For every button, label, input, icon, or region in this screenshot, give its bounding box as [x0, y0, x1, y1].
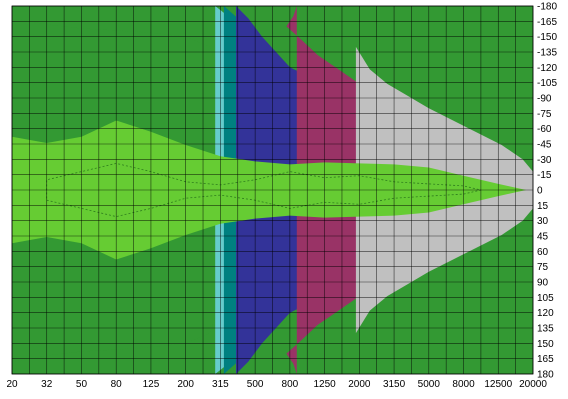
- x-tick-label: 800: [282, 379, 299, 390]
- y-tick-label: 105: [537, 293, 554, 304]
- x-tick-label: 5000: [418, 379, 441, 390]
- y-tick-label: -150: [537, 32, 557, 43]
- x-axis-tick-labels: 20 32 50 80 125 200 315 500 800 1250 2000 3150 5000 8…: [6, 379, 547, 390]
- y-tick-label: 120: [537, 308, 554, 319]
- x-tick-label: 3150: [383, 379, 406, 390]
- y-tick-label: 45: [537, 232, 549, 243]
- y-tick-label: 60: [537, 247, 549, 258]
- y-axis-tick-labels: -180-165-150-135-120-105-90-75-60-45-30-…: [537, 2, 557, 381]
- y-tick-label: -105: [537, 78, 557, 89]
- x-tick-label: 50: [76, 379, 88, 390]
- grid-lines: [11, 5, 534, 375]
- y-tick-label: 15: [537, 201, 549, 212]
- y-tick-label: -180: [537, 2, 557, 13]
- x-tick-label: 20000: [519, 379, 547, 390]
- x-tick-label: 200: [177, 379, 194, 390]
- x-tick-label: 1250: [313, 379, 336, 390]
- x-tick-label: 500: [247, 379, 264, 390]
- y-tick-label: 135: [537, 324, 554, 335]
- y-tick-label: 165: [537, 354, 554, 365]
- x-tick-label: 8000: [452, 379, 475, 390]
- y-tick-label: -165: [537, 17, 557, 28]
- y-tick-label: -75: [537, 109, 552, 120]
- y-tick-label: -90: [537, 94, 552, 105]
- x-tick-label: 12500: [484, 379, 512, 390]
- x-tick-label: 20: [6, 379, 18, 390]
- x-tick-label: 32: [41, 379, 53, 390]
- x-tick-label: 125: [143, 379, 160, 390]
- y-tick-label: 180: [537, 370, 554, 381]
- y-tick-label: 0: [537, 186, 543, 197]
- x-tick-label: 2000: [348, 379, 371, 390]
- y-tick-label: -45: [537, 140, 552, 151]
- x-tick-label: 80: [111, 379, 123, 390]
- y-tick-label: -15: [537, 170, 552, 181]
- y-tick-label: -30: [537, 155, 552, 166]
- y-tick-label: 150: [537, 339, 554, 350]
- y-tick-label: -120: [537, 63, 557, 74]
- y-tick-label: -60: [537, 124, 552, 135]
- x-tick-label: 315: [212, 379, 229, 390]
- y-tick-label: -135: [537, 48, 557, 59]
- y-tick-label: 90: [537, 278, 549, 289]
- plot-border: [11, 5, 534, 375]
- y-tick-label: 30: [537, 216, 549, 227]
- y-tick-label: 75: [537, 262, 549, 273]
